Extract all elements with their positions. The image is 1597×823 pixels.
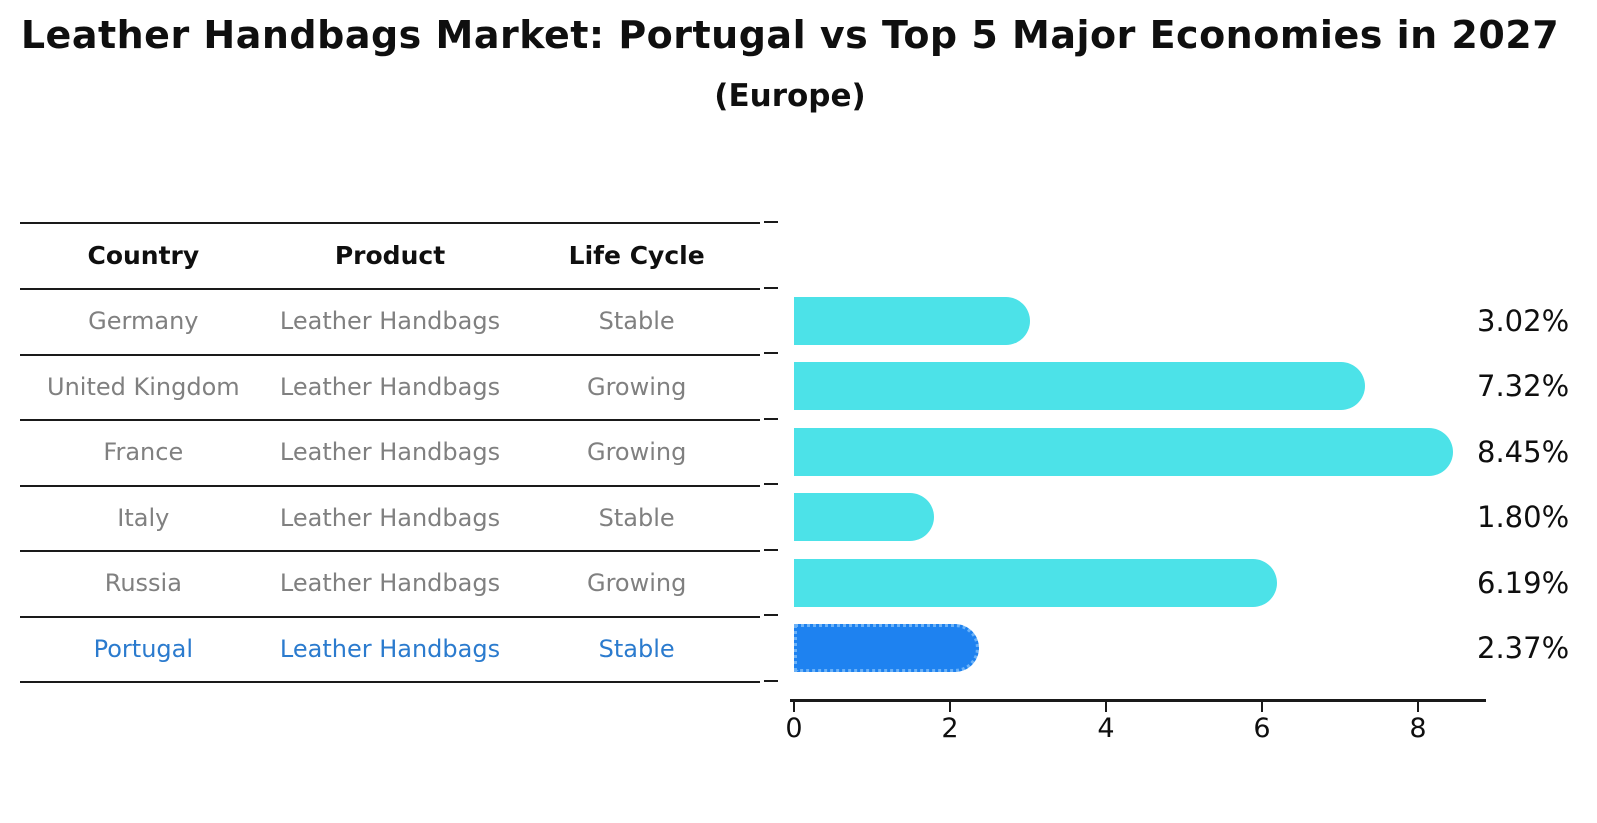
value-label-france: 8.45%	[1477, 435, 1570, 469]
table-row-germany: Germany Leather Handbags Stable	[20, 290, 760, 356]
lifecycle-cell: Stable	[598, 307, 675, 335]
table-row-france: France Leather Handbags Growing	[20, 421, 760, 487]
value-label-portugal: 2.37%	[1477, 631, 1570, 665]
product-cell: Leather Handbags	[279, 503, 501, 532]
x-tick-label: 4	[1097, 713, 1115, 744]
y-axis-tick	[764, 221, 778, 223]
page-subtitle: (Europe)	[714, 78, 866, 114]
country-cell: Italy	[117, 503, 170, 532]
bar-portugal	[794, 624, 979, 672]
x-axis-tick	[949, 702, 951, 712]
x-axis-tick	[1105, 702, 1107, 712]
x-tick-label: 2	[941, 713, 959, 744]
country-cell: United Kingdom	[47, 372, 240, 401]
table-row-portugal: Portugal Leather Handbags Stable	[20, 618, 760, 683]
country-cell: Russia	[104, 569, 182, 597]
lifecycle-cell: Growing	[586, 438, 687, 466]
lifecycle-cell: Growing	[586, 569, 687, 597]
page-title: Leather Handbags Market: Portugal vs Top…	[20, 13, 1560, 57]
y-axis-tick	[764, 352, 778, 354]
product-cell: Leather Handbags	[279, 634, 501, 663]
bar-germany	[794, 297, 1030, 345]
product-cell: Leather Handbags	[279, 569, 501, 597]
y-axis-tick	[764, 680, 778, 682]
column-header-product: Product	[334, 241, 446, 270]
x-axis-tick	[1417, 702, 1419, 712]
bar-russia	[794, 559, 1277, 607]
product-cell: Leather Handbags	[279, 438, 501, 466]
lifecycle-cell: Stable	[598, 634, 675, 663]
product-cell: Leather Handbags	[279, 372, 501, 401]
country-cell: Germany	[88, 307, 199, 335]
y-axis-tick	[764, 549, 778, 551]
column-header-country: Country	[87, 241, 200, 270]
table-row-russia: Russia Leather Handbags Growing	[20, 552, 760, 618]
x-axis-tick	[1261, 702, 1263, 712]
x-tick-label: 8	[1409, 713, 1427, 744]
y-axis-tick	[764, 483, 778, 485]
value-label-russia: 6.19%	[1477, 566, 1570, 600]
lifecycle-cell: Stable	[598, 503, 675, 532]
product-cell: Leather Handbags	[279, 307, 501, 335]
country-table: Country Product Life Cycle Germany Leath…	[20, 222, 760, 683]
bar-france	[794, 428, 1453, 476]
table-header-row: Country Product Life Cycle	[20, 224, 760, 290]
x-tick-label: 6	[1253, 713, 1271, 744]
country-cell: France	[103, 438, 184, 466]
value-label-united-kingdom: 7.32%	[1477, 369, 1570, 403]
x-axis-tick	[793, 702, 795, 712]
y-axis-tick	[764, 614, 778, 616]
x-axis-line	[790, 699, 1486, 702]
table-row-italy: Italy Leather Handbags Stable	[20, 487, 760, 552]
y-axis-tick	[764, 287, 778, 289]
value-label-germany: 3.02%	[1477, 304, 1570, 338]
y-axis-tick	[764, 418, 778, 420]
table-row-united-kingdom: United Kingdom Leather Handbags Growing	[20, 356, 760, 421]
bar-united-kingdom	[794, 362, 1365, 410]
x-tick-label: 0	[785, 713, 803, 744]
column-header-lifecycle: Life Cycle	[568, 241, 705, 270]
value-label-italy: 1.80%	[1477, 500, 1570, 534]
country-cell: Portugal	[93, 634, 194, 663]
lifecycle-cell: Growing	[586, 372, 687, 401]
bar-italy	[794, 493, 934, 541]
